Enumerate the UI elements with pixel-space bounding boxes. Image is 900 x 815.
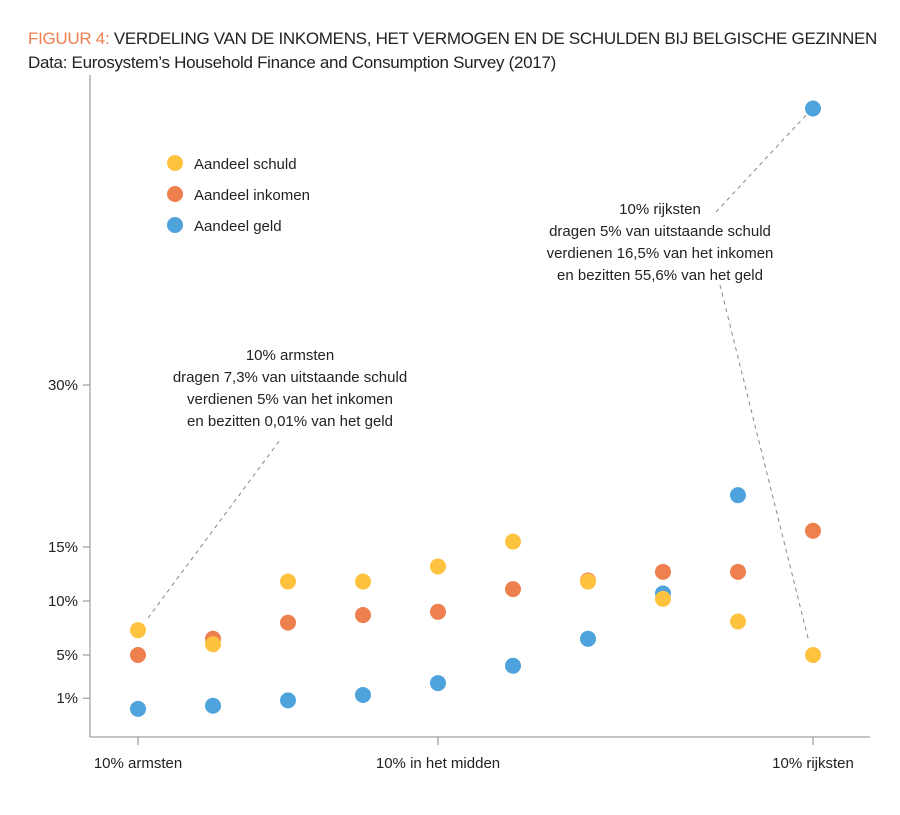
y-tick-label: 30% (48, 377, 78, 394)
point-aandeel-geld (805, 100, 821, 117)
annotation-leader-line (147, 439, 281, 619)
point-aandeel-geld (730, 487, 746, 504)
point-aandeel-inkomen (130, 647, 146, 663)
annotation-text: verdienen 5% van het inkomen (187, 391, 393, 408)
point-aandeel-inkomen (355, 607, 371, 624)
legend-marker (167, 155, 183, 171)
chart-title: FIGUUR 4: VERDELING VAN DE INKOMENS, HET… (28, 29, 877, 49)
legend-marker (167, 217, 183, 233)
y-tick-label: 15% (48, 539, 78, 556)
point-aandeel-inkomen (805, 522, 821, 539)
point-aandeel-geld (355, 686, 371, 703)
point-aandeel-schuld (355, 573, 371, 590)
point-aandeel-geld (505, 657, 521, 674)
point-aandeel-schuld (280, 573, 296, 590)
annotation-text: en bezitten 55,6% van het geld (557, 267, 763, 284)
y-tick-label: 5% (56, 647, 78, 664)
point-aandeel-geld (430, 675, 446, 692)
annotation-text: 10% armsten (246, 347, 334, 364)
point-aandeel-inkomen (505, 581, 521, 598)
point-aandeel-inkomen (430, 603, 446, 620)
legend-marker (167, 186, 183, 202)
annotation-leader-line (715, 112, 809, 213)
chart-subtitle: Data: Eurosystem’s Household Finance and… (28, 53, 556, 72)
point-aandeel-geld (580, 630, 596, 647)
annotation-text: dragen 5% van uitstaande schuld (549, 223, 771, 240)
y-tick-label: 1% (56, 690, 78, 707)
figure-number: FIGUUR 4: (28, 29, 110, 48)
x-tick-label: 10% in het midden (376, 755, 500, 772)
annotation-leader-line (719, 284, 810, 643)
annotation-text: verdienen 16,5% van het inkomen (547, 245, 774, 262)
point-aandeel-schuld (505, 533, 521, 550)
annotation-text: 10% rijksten (619, 201, 701, 218)
point-aandeel-schuld (205, 636, 221, 653)
point-aandeel-inkomen (280, 614, 296, 631)
point-aandeel-inkomen (730, 563, 746, 580)
legend-label: Aandeel schuld (194, 156, 297, 173)
x-tick-label: 10% rijksten (772, 755, 854, 772)
point-aandeel-geld (205, 697, 221, 714)
y-tick-label: 10% (48, 593, 78, 610)
x-tick-label: 10% armsten (94, 755, 182, 772)
point-aandeel-geld (280, 692, 296, 709)
title-text: VERDELING VAN DE INKOMENS, HET VERMOGEN … (113, 29, 877, 48)
point-aandeel-geld (130, 700, 146, 717)
point-aandeel-schuld (730, 613, 746, 630)
legend-label: Aandeel inkomen (194, 187, 310, 204)
point-aandeel-inkomen (655, 563, 671, 580)
point-aandeel-schuld (805, 647, 821, 663)
annotation-text: dragen 7,3% van uitstaande schuld (173, 369, 407, 386)
point-aandeel-schuld (430, 558, 446, 575)
legend-label: Aandeel geld (194, 218, 282, 235)
point-aandeel-schuld (655, 590, 671, 607)
point-aandeel-schuld (130, 622, 146, 639)
annotation-text: en bezitten 0,01% van het geld (187, 413, 393, 430)
point-aandeel-schuld (580, 573, 596, 590)
